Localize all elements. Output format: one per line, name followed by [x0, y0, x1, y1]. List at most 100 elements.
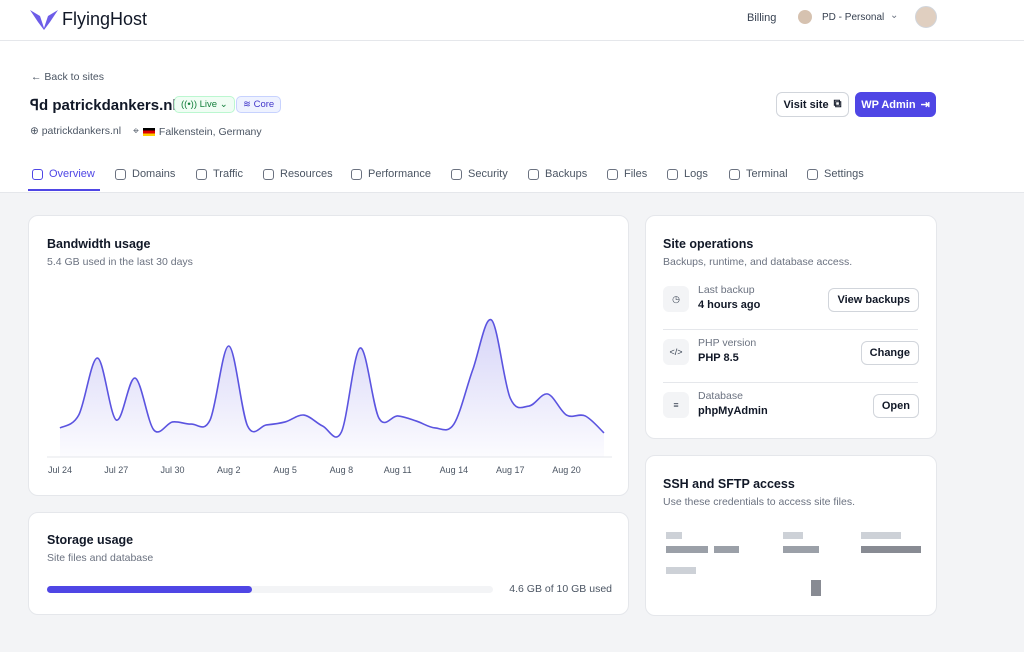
tab-label: Logs	[684, 168, 708, 180]
ssh-card: SSH and SFTP access Use these credential…	[645, 455, 937, 616]
redacted	[861, 546, 921, 553]
divider	[663, 382, 918, 383]
redacted	[666, 532, 682, 539]
item-icon: ≡	[663, 392, 689, 418]
action-button[interactable]: Open	[872, 394, 919, 418]
tab-label: Terminal	[746, 168, 788, 180]
domain: ⊕ patrickdankers.nl	[30, 125, 122, 137]
chevron: ⌄	[890, 10, 899, 21]
action-button[interactable]: Change	[860, 341, 919, 365]
storage-label: 4.6 GB of 10 GB used	[509, 583, 612, 595]
billing-link[interactable]: Billing	[747, 12, 777, 24]
tab[interactable]: Security	[451, 168, 508, 180]
back-text: Back to sites	[44, 71, 104, 83]
item-icon: ◷	[663, 286, 689, 312]
flag	[142, 127, 155, 136]
redacted	[783, 546, 819, 553]
site-name: patrickdankers.nl	[52, 97, 177, 114]
tier: Core	[253, 99, 275, 110]
brand: FlyingHost	[62, 9, 148, 29]
item-label: Database	[698, 390, 743, 402]
avatar	[798, 10, 812, 24]
redacted	[666, 546, 708, 553]
tab-label: Settings	[824, 168, 864, 180]
admin-button[interactable]: WP Admin ⇥	[855, 92, 936, 117]
divider	[663, 329, 918, 330]
tab[interactable]: Overview	[32, 168, 95, 180]
tier-badge: ≋ Core	[236, 96, 282, 113]
redacted	[783, 532, 803, 539]
item-value: 4 hours ago	[698, 299, 761, 311]
card-title: SSH and SFTP access	[663, 477, 795, 491]
tab-label: Overview	[49, 168, 95, 180]
tab[interactable]: Traffic	[196, 168, 243, 180]
redacted	[666, 567, 696, 574]
tab-label: Traffic	[213, 168, 243, 180]
active-indicator	[28, 189, 100, 191]
visit-text: Visit site	[783, 98, 829, 111]
action-button[interactable]: View backups	[828, 288, 919, 312]
location-text: Falkenstein, Germany	[158, 125, 262, 138]
tab-label: Resources	[280, 168, 333, 180]
admin-text: WP Admin	[861, 98, 916, 111]
item-label: Last backup	[698, 284, 755, 296]
tab-icon	[451, 168, 462, 180]
tab-label: Performance	[368, 168, 431, 180]
redacted	[861, 532, 901, 539]
tab-icon	[263, 168, 274, 180]
tab[interactable]: Resources	[263, 168, 333, 180]
location: ⌖ Falkenstein, Germany	[133, 125, 262, 138]
tab-label: Security	[468, 168, 508, 180]
account-switcher[interactable]: PD - Personal	[822, 12, 885, 23]
tab-icon	[32, 168, 43, 180]
tab-icon	[528, 168, 539, 180]
storage-fill	[47, 586, 253, 593]
tab-icon	[729, 168, 740, 180]
item-value: PHP 8.5	[698, 352, 739, 364]
tab-label: Backups	[545, 168, 588, 180]
tab[interactable]: Backups	[528, 168, 587, 180]
card-subtitle: Site files and database	[47, 552, 154, 564]
storage-card: Storage usage Site files and database 4.…	[28, 512, 629, 615]
tab[interactable]: Files	[607, 168, 647, 180]
status: Live	[199, 99, 218, 110]
visit-button[interactable]: Visit site ⧉	[776, 92, 849, 117]
tab-icon	[351, 168, 362, 180]
tab[interactable]: Terminal	[729, 168, 788, 180]
tab[interactable]: Domains	[115, 168, 175, 180]
card-subtitle: Use these credentials to access site fil…	[663, 496, 856, 508]
tab[interactable]: Performance	[351, 168, 431, 180]
domain-text: patrickdankers.nl	[41, 125, 122, 137]
tab-icon	[607, 168, 618, 180]
tab-icon	[807, 168, 818, 180]
logo	[30, 10, 58, 30]
status-badge: ((•)) Live ⌄	[174, 96, 235, 113]
bandwidth-card: Bandwidth usage 5.4 GB used in the last …	[28, 215, 629, 496]
top-area	[0, 0, 1024, 193]
redacted	[811, 580, 821, 596]
redacted	[714, 546, 739, 553]
user-avatar[interactable]	[915, 6, 937, 28]
back-link[interactable]: ← Back to sites	[31, 71, 104, 83]
card-title: Bandwidth usage	[47, 237, 151, 251]
action-text: Change	[869, 347, 910, 359]
tab[interactable]: Logs	[667, 168, 708, 180]
tab-icon	[115, 168, 126, 180]
tab-label: Files	[624, 168, 648, 180]
divider	[0, 40, 1024, 41]
operations-card: Site operations Backups, runtime, and da…	[645, 215, 937, 439]
site-title: ꟼd patrickdankers.nl	[30, 97, 177, 114]
tab-label: Domains	[132, 168, 176, 180]
action-text: View backups	[837, 294, 910, 306]
item-value: phpMyAdmin	[698, 405, 768, 417]
storage-track	[47, 586, 493, 593]
action-text: Open	[881, 400, 910, 412]
tab[interactable]: Settings	[807, 168, 864, 180]
tab-icon	[667, 168, 678, 180]
card-title: Site operations	[663, 237, 754, 251]
item-icon: </>	[663, 339, 689, 365]
card-subtitle: Backups, runtime, and database access.	[663, 256, 853, 268]
item-label: PHP version	[698, 337, 757, 349]
card-subtitle: 5.4 GB used in the last 30 days	[47, 256, 193, 268]
